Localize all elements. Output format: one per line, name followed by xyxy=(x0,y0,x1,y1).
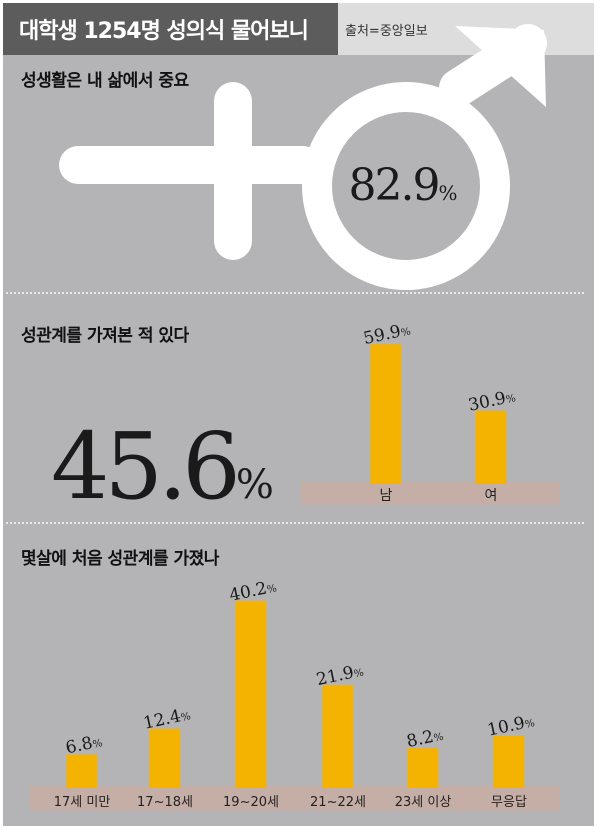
age-bar-chart: 6.8%17세 미만12.4%17~18세40.2%19~20세21.9%21~… xyxy=(30,578,560,811)
overall-value: 45.6 xyxy=(51,413,241,520)
bar xyxy=(370,344,402,484)
section3-title: 몇살에 처음 성관계를 가졌나 xyxy=(21,549,219,569)
main-title: 대학생 1254명 성의식 물어보니 xyxy=(19,19,309,44)
source-label: 출처=중앙일보 xyxy=(345,24,428,39)
category-label: 남 xyxy=(380,488,393,504)
category-label: 17세 미만 xyxy=(54,795,111,810)
bar xyxy=(66,754,98,788)
section2-title: 성관계를 가져본 적 있다 xyxy=(21,326,189,346)
overall-stat: 45.6% xyxy=(51,413,274,520)
male-female-symbol-icon xyxy=(59,24,547,290)
bar xyxy=(235,601,267,788)
gender-bar-chart: 59.9%남30.9%여 xyxy=(301,322,560,505)
bar xyxy=(149,728,181,788)
category-label: 21~22세 xyxy=(310,795,366,810)
category-label: 무응답 xyxy=(491,795,527,810)
section1-stat: 82.9% xyxy=(349,160,458,211)
bar xyxy=(493,735,525,788)
bar xyxy=(322,685,354,788)
chart-base xyxy=(30,786,560,811)
overall-unit: % xyxy=(235,462,274,508)
category-label: 23세 이상 xyxy=(395,795,452,810)
section1-title: 성생활은 내 삶에서 중요 xyxy=(21,71,189,91)
section1-value: 82.9 xyxy=(349,160,439,211)
divider-1 xyxy=(6,292,584,294)
data-label: 6.8% xyxy=(64,731,104,758)
infographic-panel: 대학생 1254명 성의식 물어보니 출처=중앙일보 성생활은 내 삶에서 중요… xyxy=(3,3,594,826)
divider-2 xyxy=(6,522,584,524)
bar xyxy=(475,410,507,484)
category-label: 여 xyxy=(485,488,498,504)
title-block: 대학생 1254명 성의식 물어보니 xyxy=(3,3,338,55)
data-label: 8.2% xyxy=(405,725,445,752)
svg-text:82.9%: 82.9% xyxy=(349,160,458,211)
category-label: 19~20세 xyxy=(223,795,279,810)
bar xyxy=(407,748,439,788)
category-label: 17~18세 xyxy=(137,795,193,810)
section1-unit: % xyxy=(438,181,457,205)
chart-base xyxy=(301,482,560,505)
